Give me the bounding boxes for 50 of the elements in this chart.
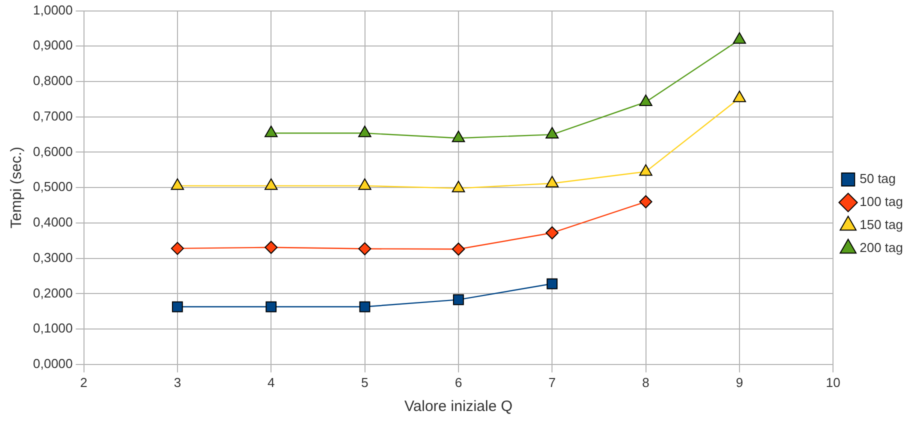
x-tick-label: 5: [361, 374, 368, 390]
x-tick-label: 4: [267, 374, 275, 390]
y-tick-label: 0,0000: [32, 356, 73, 371]
y-axis-title: Tempi (sec.): [8, 146, 26, 228]
y-tick-label: 0,5000: [32, 179, 73, 194]
point: [639, 94, 652, 106]
y-tick-label: 0,1000: [32, 320, 73, 336]
y-tick-label: 0,4000: [32, 214, 73, 230]
y-tick-label: 0,7000: [32, 108, 73, 124]
x-tick-label: 7: [548, 374, 556, 390]
legend-label: 50 tag: [860, 171, 896, 186]
y-tick-label: 0,3000: [32, 250, 73, 265]
point: [358, 242, 372, 256]
point: [732, 32, 746, 44]
legend-label: 200 tag: [860, 240, 903, 256]
x-tick-label: 3: [174, 374, 182, 390]
y-tick-label: 1,0000: [32, 2, 73, 18]
legend-label: 100 tag: [860, 194, 903, 210]
point: [546, 127, 559, 139]
point: [264, 178, 278, 190]
point: [639, 164, 652, 176]
x-tick-label: 8: [642, 374, 650, 390]
y-tick-label: 0,9000: [32, 38, 73, 53]
point: [452, 130, 466, 142]
point: [452, 242, 465, 256]
point: [452, 180, 466, 192]
x-axis-title: Valore iniziale Q: [404, 398, 512, 416]
point: [546, 278, 558, 290]
point: [546, 176, 559, 188]
point: [732, 90, 746, 102]
point: [358, 178, 372, 190]
x-tick-label: 9: [736, 374, 744, 390]
legend-label: 150 tag: [860, 217, 903, 232]
y-tick-label: 0,8000: [32, 73, 73, 88]
point: [546, 226, 559, 240]
point: [170, 242, 184, 255]
x-tick-label: 2: [80, 374, 88, 390]
point: [264, 240, 278, 254]
point: [172, 301, 183, 312]
point: [452, 294, 464, 306]
point: [266, 301, 277, 312]
point: [639, 195, 652, 208]
point: [264, 126, 278, 138]
y-tick-label: 0,2000: [32, 285, 73, 300]
point: [359, 301, 370, 312]
x-tick-label: 10: [826, 374, 840, 390]
point: [170, 178, 184, 190]
point: [358, 126, 372, 138]
y-tick-label: 0,6000: [32, 144, 73, 159]
x-tick-label: 6: [454, 374, 462, 390]
